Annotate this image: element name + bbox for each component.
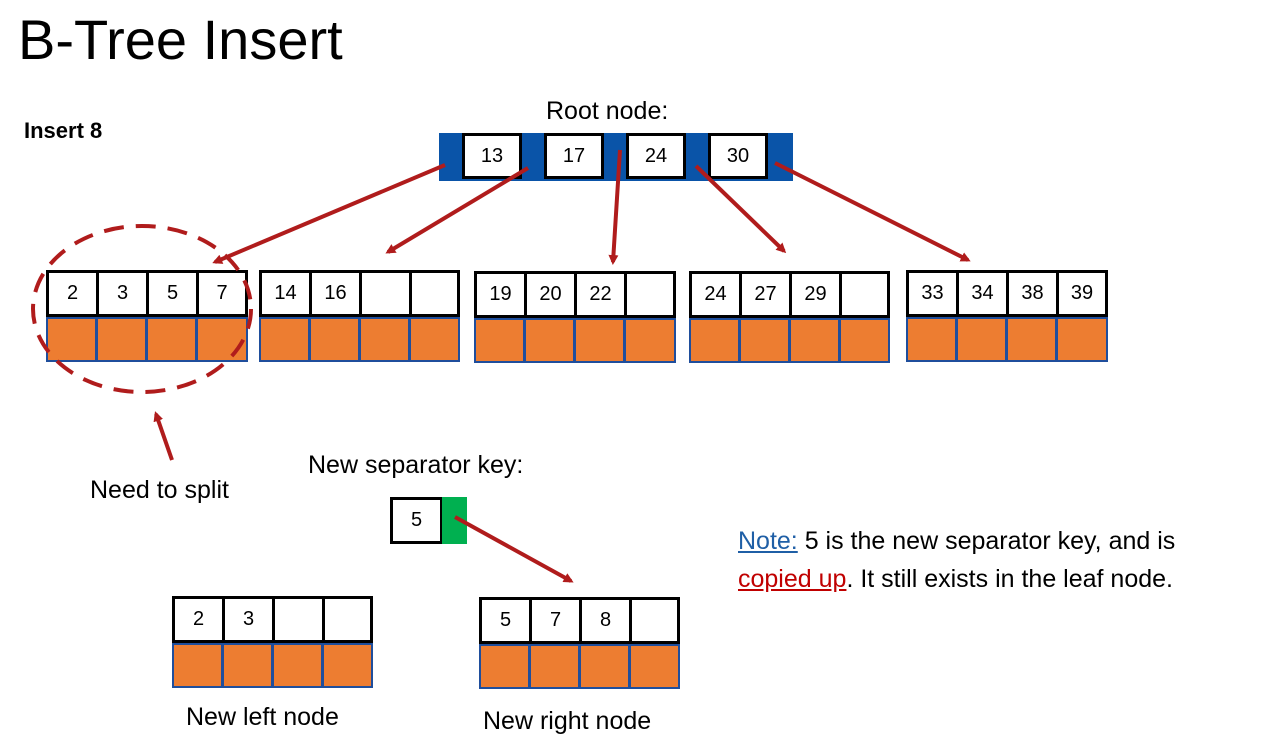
leaf-value-slot — [839, 318, 890, 363]
root-key: 17 — [544, 133, 604, 179]
separator-label: New separator key: — [308, 451, 524, 479]
note-highlight: copied up — [738, 565, 847, 593]
new-right-node-label: New right node — [483, 707, 652, 735]
leaf-value-slot — [529, 644, 580, 689]
split-highlight-ellipse — [31, 224, 253, 394]
leaf-key — [322, 596, 373, 643]
page-title: B-Tree Insert — [18, 8, 343, 71]
leaf-value-slot — [96, 317, 147, 362]
leaf-value-slot — [629, 644, 680, 689]
arrow-need-to-split — [153, 411, 174, 461]
leaf-value-slot — [1056, 317, 1108, 362]
leaf-key: 3 — [222, 596, 275, 643]
leaf-value-slot — [624, 318, 676, 363]
leaf-key: 7 — [196, 270, 248, 317]
leaf-key — [624, 271, 676, 318]
leaf-key: 14 — [259, 270, 312, 317]
arrow-root-to-leaf5 — [774, 161, 971, 262]
operation-label: Insert 8 — [24, 118, 103, 143]
separator-key: 5 — [390, 497, 443, 544]
leaf-key: 7 — [529, 597, 582, 644]
arrow-root-to-leaf4 — [694, 164, 787, 254]
arrow-separator-to-right-node — [454, 515, 574, 583]
leaf-key: 33 — [906, 270, 959, 317]
leaf-value-slot — [359, 317, 410, 362]
leaf-value-slot — [272, 643, 323, 688]
root-key: 24 — [626, 133, 686, 179]
need-to-split-label: Need to split — [90, 476, 229, 504]
root-key: 13 — [462, 133, 522, 179]
note-text-2: . It still exists in the leaf node. — [846, 565, 1173, 593]
leaf-value-slot — [956, 317, 1007, 362]
leaf-value-slot — [322, 643, 373, 688]
leaf-value-slot — [409, 317, 460, 362]
note-text: Note: 5 is the new separator key, and is… — [738, 522, 1175, 598]
leaf-key: 22 — [574, 271, 627, 318]
note-prefix: Note: — [738, 527, 798, 555]
leaf-key — [839, 271, 890, 318]
leaf-key — [629, 597, 680, 644]
leaf-value-slot — [574, 318, 625, 363]
leaf-key: 3 — [96, 270, 149, 317]
leaf-key: 27 — [739, 271, 792, 318]
leaf-key: 39 — [1056, 270, 1108, 317]
leaf-key — [409, 270, 460, 317]
root-key: 30 — [708, 133, 768, 179]
leaf-key: 5 — [146, 270, 199, 317]
arrow-root-to-leaf1 — [212, 163, 446, 264]
leaf-value-slot — [1006, 317, 1057, 362]
arrow-root-to-leaf3 — [608, 149, 622, 265]
leaf-value-slot — [196, 317, 248, 362]
leaf-value-slot — [474, 318, 525, 363]
arrow-root-to-leaf2 — [385, 166, 530, 254]
note-text-1: 5 is the new separator key, and is — [797, 527, 1176, 555]
new-left-node-label: New left node — [186, 703, 339, 731]
leaf-key: 16 — [309, 270, 362, 317]
leaf-value-slot — [524, 318, 575, 363]
root-node-label: Root node: — [546, 97, 669, 125]
